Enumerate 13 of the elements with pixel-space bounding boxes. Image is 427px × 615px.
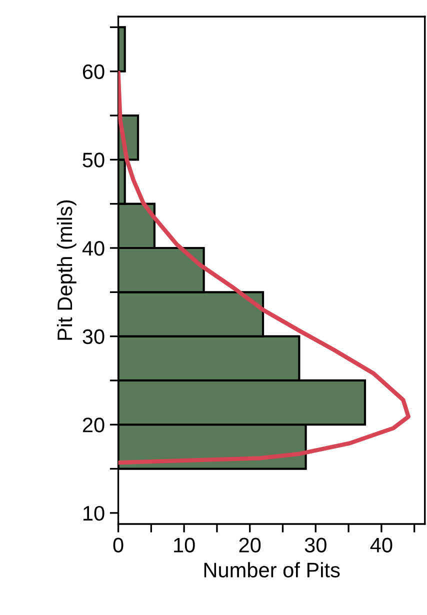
x-tick-label: 10 bbox=[174, 538, 195, 552]
y-axis-title: Pit Depth (mils) bbox=[56, 200, 76, 340]
y-tick-label: 20 bbox=[82, 418, 104, 432]
x-tick-label: 30 bbox=[304, 538, 326, 552]
x-tick-label: 20 bbox=[239, 538, 261, 552]
y-tick-label: 10 bbox=[84, 506, 104, 521]
y-tick-label: 40 bbox=[82, 240, 104, 256]
x-tick-label: 0 bbox=[113, 538, 124, 552]
y-tick-label: 60 bbox=[82, 64, 104, 80]
y-tick-label: 50 bbox=[82, 152, 104, 168]
x-tick-label: 40 bbox=[370, 538, 392, 552]
x-axis-title: Number of Pits bbox=[204, 562, 340, 578]
y-tick-label: 30 bbox=[82, 329, 104, 344]
